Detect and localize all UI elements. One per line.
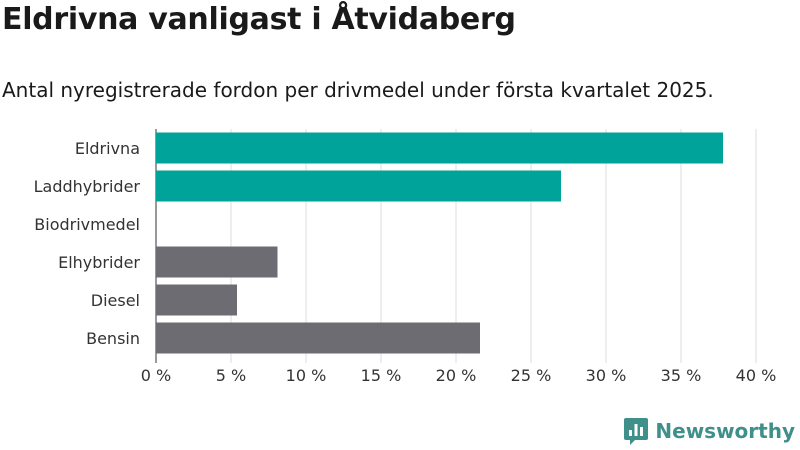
category-label: Eldrivna xyxy=(75,139,140,158)
x-tick-label: 0 % xyxy=(141,366,171,385)
bar xyxy=(156,322,480,354)
chart-title: Eldrivna vanligast i Åtvidaberg xyxy=(2,2,516,37)
category-label: Laddhybrider xyxy=(34,177,141,196)
chart-subtitle: Antal nyregistrerade fordon per drivmede… xyxy=(2,78,714,102)
x-tick-label: 35 % xyxy=(661,366,702,385)
bar-chart-speech-bubble-icon xyxy=(624,418,649,445)
bars xyxy=(156,132,723,354)
newsworthy-brand: Newsworthy xyxy=(623,416,795,446)
bar xyxy=(156,132,723,164)
category-label: Diesel xyxy=(91,291,140,310)
brand-name: Newsworthy xyxy=(655,419,795,443)
x-tick-labels: 0 % 5 % 10 % 15 % 20 % 25 % 30 % 35 % 40 % xyxy=(141,366,777,385)
x-tick-label: 40 % xyxy=(736,366,777,385)
bar xyxy=(156,246,278,278)
x-tick-label: 10 % xyxy=(286,366,327,385)
category-labels: Eldrivna Laddhybrider Biodrivmedel Elhybrid… xyxy=(34,139,141,348)
x-tick-label: 30 % xyxy=(586,366,627,385)
x-tick-label: 20 % xyxy=(436,366,477,385)
category-label: Biodrivmedel xyxy=(34,215,140,234)
bar xyxy=(156,284,237,316)
category-label: Elhybrider xyxy=(58,253,140,272)
category-label: Bensin xyxy=(86,329,140,348)
x-tick-label: 5 % xyxy=(216,366,246,385)
x-tick-label: 15 % xyxy=(361,366,402,385)
bar xyxy=(156,170,561,202)
x-tick-label: 25 % xyxy=(511,366,552,385)
